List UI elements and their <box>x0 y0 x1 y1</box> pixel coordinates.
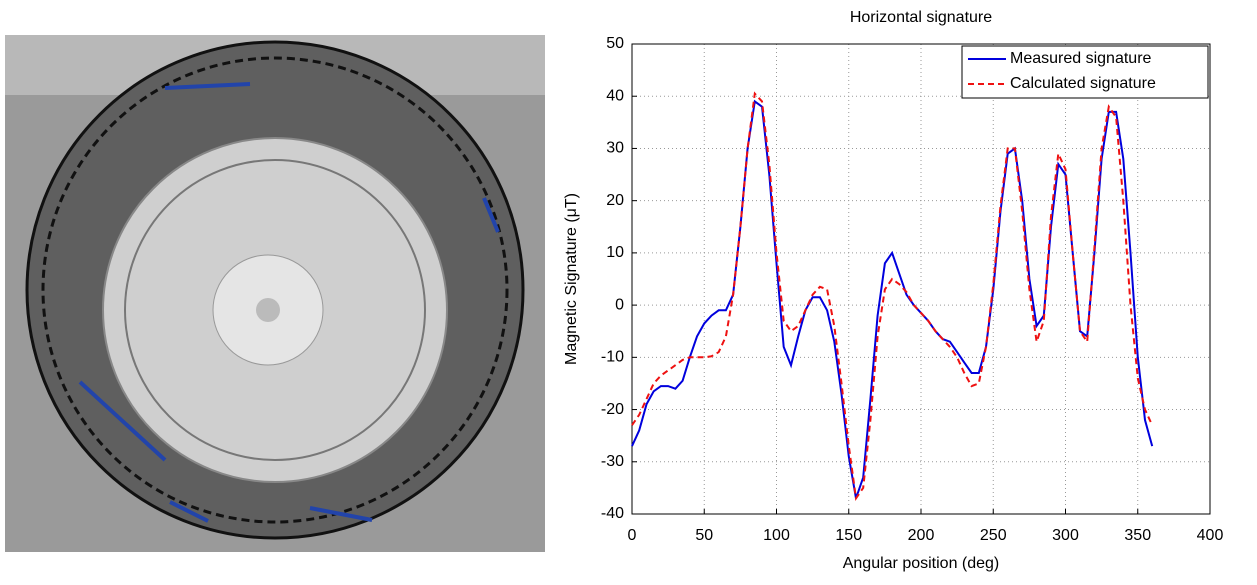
legend-label: Calculated signature <box>1010 75 1156 92</box>
y-tick-label: 30 <box>606 140 624 157</box>
y-tick-label: 50 <box>606 35 624 52</box>
y-tick-label: -20 <box>601 401 624 418</box>
arrows <box>78 82 500 523</box>
y-tick-label: 0 <box>615 296 624 313</box>
y-tick-label: 20 <box>606 192 624 209</box>
x-tick-label: 100 <box>763 527 790 544</box>
series-line <box>631 99 1154 499</box>
y-tick-label: 40 <box>606 87 624 104</box>
x-tick-label: 50 <box>695 527 713 544</box>
legend-label: Measured signature <box>1010 50 1152 67</box>
chart-title: Horizontal signature <box>850 9 992 26</box>
y-tick-label: -10 <box>601 349 624 366</box>
arrow <box>309 506 373 522</box>
dashed-circle <box>41 56 509 524</box>
arrow <box>482 197 500 233</box>
arrow <box>78 380 167 462</box>
x-tick-label: 400 <box>1197 527 1224 544</box>
arrow <box>169 500 209 523</box>
plot-frame <box>631 43 1211 515</box>
wheel-photo <box>5 35 545 552</box>
x-tick-label: 150 <box>835 527 862 544</box>
series-line <box>631 91 1154 501</box>
y-axis-label: Magnetic Signature (μT) <box>563 193 580 365</box>
x-tick-label: 300 <box>1052 527 1079 544</box>
rim-ring <box>124 159 426 461</box>
hub-center <box>256 298 280 322</box>
legend-box <box>961 45 1209 99</box>
x-tick-label: 200 <box>908 527 935 544</box>
x-tick-label: 350 <box>1124 527 1151 544</box>
arrow <box>164 82 251 90</box>
x-tick-label: 0 <box>628 527 637 544</box>
x-tick-label: 250 <box>980 527 1007 544</box>
y-tick-label: -30 <box>601 453 624 470</box>
y-tick-label: 10 <box>606 244 624 261</box>
y-tick-label: -40 <box>601 505 624 522</box>
x-axis-label: Angular position (deg) <box>843 555 1000 572</box>
